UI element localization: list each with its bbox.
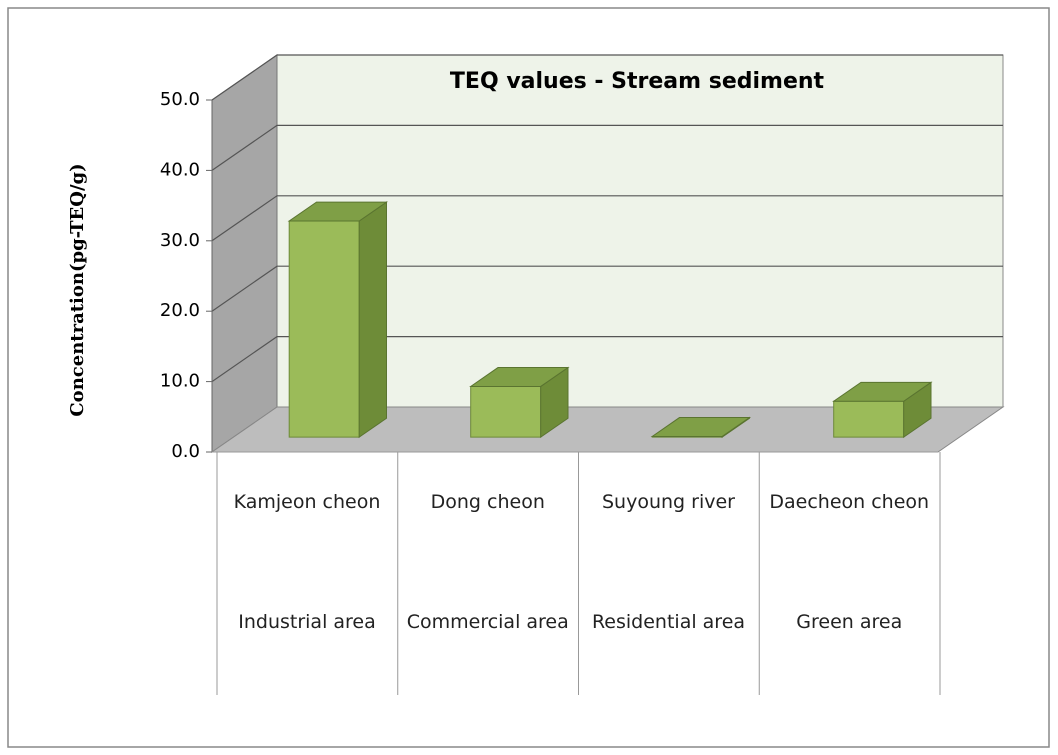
y-tick-label: 40.0 bbox=[160, 159, 200, 180]
bar-side bbox=[358, 201, 387, 439]
y-tick-label: 0.0 bbox=[171, 441, 200, 462]
bar-top bbox=[469, 367, 570, 387]
chart-title: TEQ values - Stream sediment bbox=[450, 69, 825, 94]
y-tick-label: 30.0 bbox=[160, 230, 200, 251]
grid-line bbox=[211, 54, 1003, 101]
category-label: Kamjeon cheon bbox=[233, 491, 381, 513]
category-label: Dong cheon bbox=[430, 491, 545, 513]
category-label: Suyoung river bbox=[602, 491, 735, 513]
bar-top bbox=[287, 201, 389, 222]
grid-line bbox=[211, 336, 1003, 383]
plot-area bbox=[206, 54, 1005, 453]
bar-front bbox=[470, 385, 542, 438]
y-tick-label: 10.0 bbox=[160, 371, 200, 392]
grid-line bbox=[211, 265, 1003, 312]
side-wall bbox=[211, 54, 278, 453]
bar-top bbox=[832, 381, 933, 402]
bar-front bbox=[833, 400, 905, 438]
y-tick-label: 50.0 bbox=[160, 89, 200, 110]
category-label: Industrial area bbox=[238, 611, 376, 633]
bar-front bbox=[288, 220, 360, 438]
category-label: Residential area bbox=[591, 611, 746, 633]
bar-top bbox=[650, 417, 752, 437]
category-label: Green area bbox=[796, 611, 903, 633]
grid-line bbox=[211, 124, 1003, 171]
category-label: Daecheon cheon bbox=[769, 491, 930, 513]
category-label: Commercial area bbox=[406, 611, 569, 633]
y-axis-label: Concentration(pg-TEQ/g) bbox=[67, 163, 88, 416]
grid-line bbox=[211, 195, 1003, 242]
y-tick-label: 20.0 bbox=[160, 300, 200, 321]
